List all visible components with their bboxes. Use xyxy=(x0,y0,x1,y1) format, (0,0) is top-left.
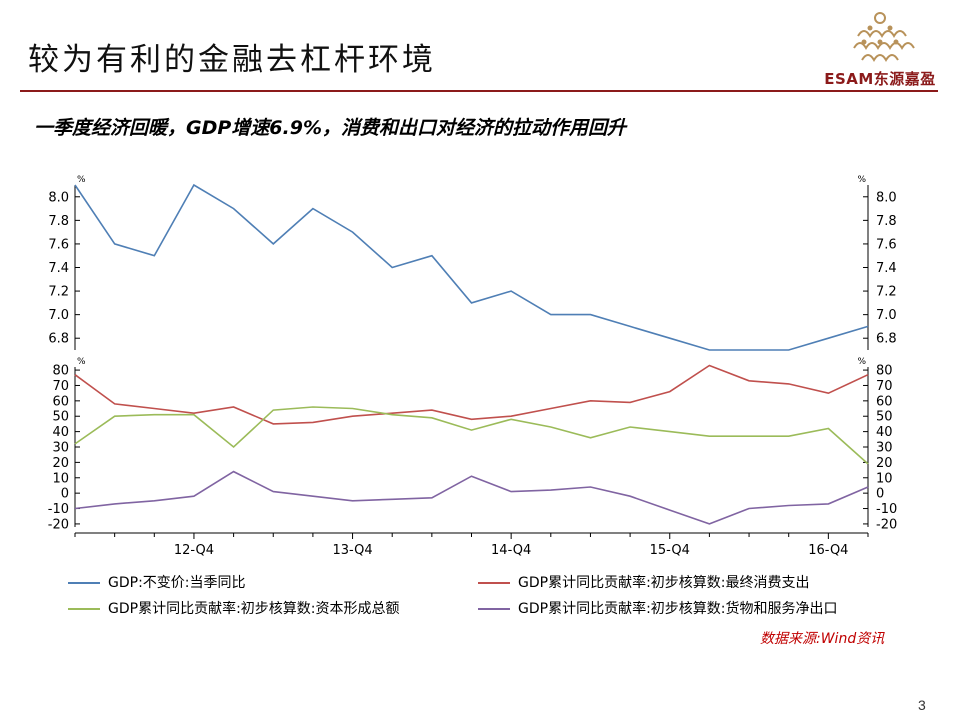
data-source: 数据来源:Wind资讯 xyxy=(760,631,885,647)
y-tick-label-left-bottom: 70 xyxy=(52,379,69,394)
unit-label-right-bottom: % xyxy=(857,357,866,367)
legend-item-gdp: GDP:不变价:当季同比 xyxy=(68,572,246,592)
y-tick-label-left-top: 7.8 xyxy=(48,214,69,229)
unit-label-right-top: % xyxy=(857,175,866,185)
y-tick-label-right-bottom: 50 xyxy=(876,410,893,425)
y-tick-label-right-top: 7.6 xyxy=(876,237,897,252)
legend-label-net-exports: GDP累计同比贡献率:初步核算数:货物和服务净出口 xyxy=(518,601,838,617)
y-tick-label-left-bottom: 10 xyxy=(52,471,69,486)
series-line-net_exports xyxy=(74,470,869,525)
legend-item-capital: GDP累计同比贡献率:初步核算数:资本形成总额 xyxy=(68,598,400,618)
y-tick-label-right-bottom: 30 xyxy=(876,441,893,456)
legend-label-capital: GDP累计同比贡献率:初步核算数:资本形成总额 xyxy=(108,601,400,617)
legend-swatch-capital xyxy=(68,608,100,610)
y-tick-label-left-top: 7.2 xyxy=(48,285,69,300)
y-tick-label-left-bottom: 50 xyxy=(52,410,69,425)
y-tick-label-right-bottom: 20 xyxy=(876,456,893,471)
unit-label-left-top: % xyxy=(77,175,86,185)
legend-label-gdp: GDP:不变价:当季同比 xyxy=(108,575,246,591)
x-tick-label: 14-Q4 xyxy=(491,543,531,558)
y-tick-label-right-top: 6.8 xyxy=(876,332,897,347)
y-tick-label-left-bottom: 40 xyxy=(52,425,69,440)
legend-item-net-exports: GDP累计同比贡献率:初步核算数:货物和服务净出口 xyxy=(478,598,838,618)
series-line-capital xyxy=(74,406,869,465)
logo-emblem-icon xyxy=(853,12,915,62)
y-tick-label-left-bottom: -20 xyxy=(48,517,69,532)
title-rule xyxy=(20,90,938,92)
legend-swatch-net-exports xyxy=(478,608,510,610)
x-tick-label: 16-Q4 xyxy=(808,543,848,558)
y-tick-label-left-bottom: 80 xyxy=(52,364,69,379)
y-tick-label-left-top: 6.8 xyxy=(48,332,69,347)
y-tick-label-right-top: 8.0 xyxy=(876,190,897,205)
y-tick-label-left-top: 8.0 xyxy=(48,190,69,205)
legend-label-consumption: GDP累计同比贡献率:初步核算数:最终消费支出 xyxy=(518,575,810,591)
y-tick-label-right-bottom: 80 xyxy=(876,364,893,379)
series-line-gdp xyxy=(74,183,869,351)
y-tick-label-right-top: 7.8 xyxy=(876,214,897,229)
y-tick-label-left-top: 7.4 xyxy=(48,261,69,276)
y-tick-label-left-bottom: 0 xyxy=(61,487,69,502)
y-tick-label-right-top: 7.0 xyxy=(876,308,897,323)
y-tick-label-right-bottom: -20 xyxy=(876,517,897,532)
y-tick-label-right-top: 7.4 xyxy=(876,261,897,276)
legend-swatch-consumption xyxy=(478,582,510,584)
y-tick-label-right-top: 7.2 xyxy=(876,285,897,300)
company-logo: ESAM东源嘉盈 xyxy=(820,8,940,90)
unit-label-left-bottom: % xyxy=(77,357,86,367)
y-tick-label-right-bottom: 40 xyxy=(876,425,893,440)
page-number: 3 xyxy=(918,697,926,713)
legend-item-consumption: GDP累计同比贡献率:初步核算数:最终消费支出 xyxy=(478,572,810,592)
y-tick-label-left-top: 7.0 xyxy=(48,308,69,323)
y-tick-label-left-bottom: 60 xyxy=(52,394,69,409)
y-tick-label-right-bottom: 60 xyxy=(876,394,893,409)
y-tick-label-right-bottom: 10 xyxy=(876,471,893,486)
series-line-consumption xyxy=(74,364,869,425)
y-tick-label-left-top: 7.6 xyxy=(48,237,69,252)
x-tick-label: 15-Q4 xyxy=(650,543,690,558)
logo-text: ESAM东源嘉盈 xyxy=(824,70,936,88)
slide-subtitle: 一季度经济回暖，GDP增速6.9%，消费和出口对经济的拉动作用回升 xyxy=(34,117,626,139)
y-tick-label-right-bottom: -10 xyxy=(876,502,897,517)
y-tick-label-left-bottom: 20 xyxy=(52,456,69,471)
slide-title: 较为有利的金融去杠杆环境 xyxy=(28,42,436,78)
x-tick-label: 13-Q4 xyxy=(332,543,372,558)
y-tick-label-left-bottom: 30 xyxy=(52,441,69,456)
y-tick-label-right-bottom: 0 xyxy=(876,487,884,502)
y-tick-label-right-bottom: 70 xyxy=(876,379,893,394)
gdp-contribution-chart: % % 8.0 8.0 7.8 7.8 7.6 7.6 7.4 7.4 7.2 7.2 7.0 7.0 6.… xyxy=(48,175,897,558)
x-tick-label: 12-Q4 xyxy=(174,543,214,558)
y-tick-label-left-bottom: -10 xyxy=(48,502,69,517)
legend-swatch-gdp xyxy=(68,582,100,584)
